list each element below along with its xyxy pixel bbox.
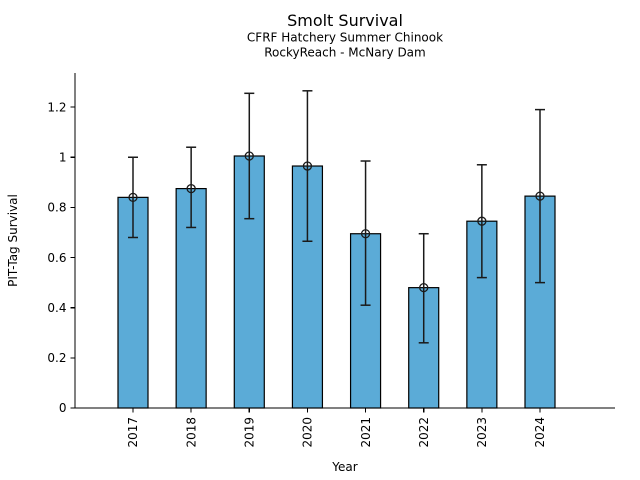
y-tick-label: 1 xyxy=(59,150,67,164)
marker-open-circle-2021 xyxy=(360,229,371,239)
y-tick-label: 0.8 xyxy=(47,201,66,215)
marker-open-circle-2017 xyxy=(128,192,138,203)
marker-open-circle-2019 xyxy=(244,151,254,161)
marker-open-circle-2023 xyxy=(477,216,487,226)
y-axis-label: PIT-Tag Survival xyxy=(6,194,20,287)
marker-open-circle-2024 xyxy=(535,191,545,201)
y-tick-label: 1.2 xyxy=(47,100,66,114)
marker-open-circle-2020 xyxy=(302,161,313,171)
x-tick-label-2023: 2023 xyxy=(475,417,489,448)
marker-open-circle-2022 xyxy=(419,282,429,293)
chart-subtitle-1: CFRF Hatchery Summer Chinook xyxy=(247,31,443,45)
y-tick-label: 0.4 xyxy=(47,301,66,315)
x-tick-label-2022: 2022 xyxy=(417,417,431,448)
y-tick-label: 0 xyxy=(59,401,67,415)
y-tick-label: 0.6 xyxy=(47,251,66,265)
chart-subtitle-2: RockyReach - McNary Dam xyxy=(264,46,425,60)
x-tick-label-2019: 2019 xyxy=(242,417,256,448)
x-tick-label-2018: 2018 xyxy=(184,417,198,448)
chart-title: Smolt Survival xyxy=(287,11,403,30)
x-tick-label-2020: 2020 xyxy=(301,417,315,448)
x-axis-label: Year xyxy=(331,460,357,474)
x-tick-label-2017: 2017 xyxy=(126,417,140,448)
x-tick-label-2021: 2021 xyxy=(359,417,373,448)
x-tick-label-2024: 2024 xyxy=(533,417,547,448)
y-tick-label: 0.2 xyxy=(47,351,66,365)
marker-open-circle-2018 xyxy=(186,183,196,194)
